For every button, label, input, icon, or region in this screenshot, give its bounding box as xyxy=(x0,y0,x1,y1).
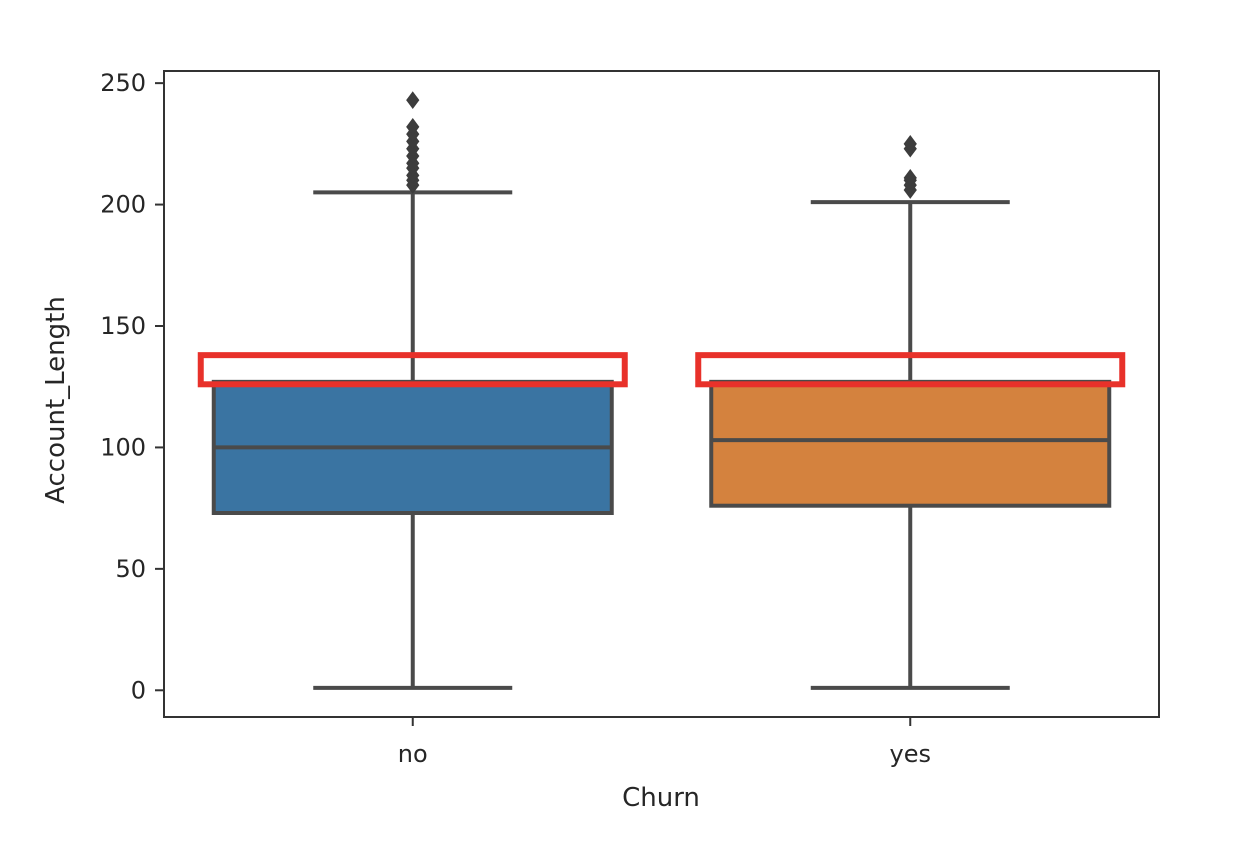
outlier-point xyxy=(406,118,420,136)
y-tick-label: 50 xyxy=(115,555,146,583)
highlight-box-yes xyxy=(695,352,1126,388)
y-tick-label: 250 xyxy=(100,69,146,97)
iqr-box xyxy=(709,379,1112,508)
y-tick-label: 150 xyxy=(100,312,146,340)
outlier-point xyxy=(903,135,917,153)
x-axis-ticks: no yes xyxy=(398,717,931,768)
highlight-annotations xyxy=(197,352,1126,388)
y-tick-label: 100 xyxy=(100,433,146,461)
box-group-yes xyxy=(709,135,1112,690)
y-axis-label: Account_Length xyxy=(41,296,71,504)
highlight-box-no xyxy=(197,352,628,388)
y-tick-label: 200 xyxy=(100,191,146,219)
outlier-point xyxy=(406,91,420,109)
plot-frame xyxy=(163,70,1160,718)
x-tick-label-no: no xyxy=(398,740,428,768)
x-axis-label: Churn xyxy=(622,783,700,813)
outlier-point xyxy=(903,169,917,187)
y-axis-ticks: 0 50 100 150 200 250 xyxy=(100,69,164,704)
x-tick-label-yes: yes xyxy=(890,740,931,768)
box-group-no xyxy=(211,91,614,690)
y-tick-label: 0 xyxy=(131,676,146,704)
box-series xyxy=(211,91,1112,690)
